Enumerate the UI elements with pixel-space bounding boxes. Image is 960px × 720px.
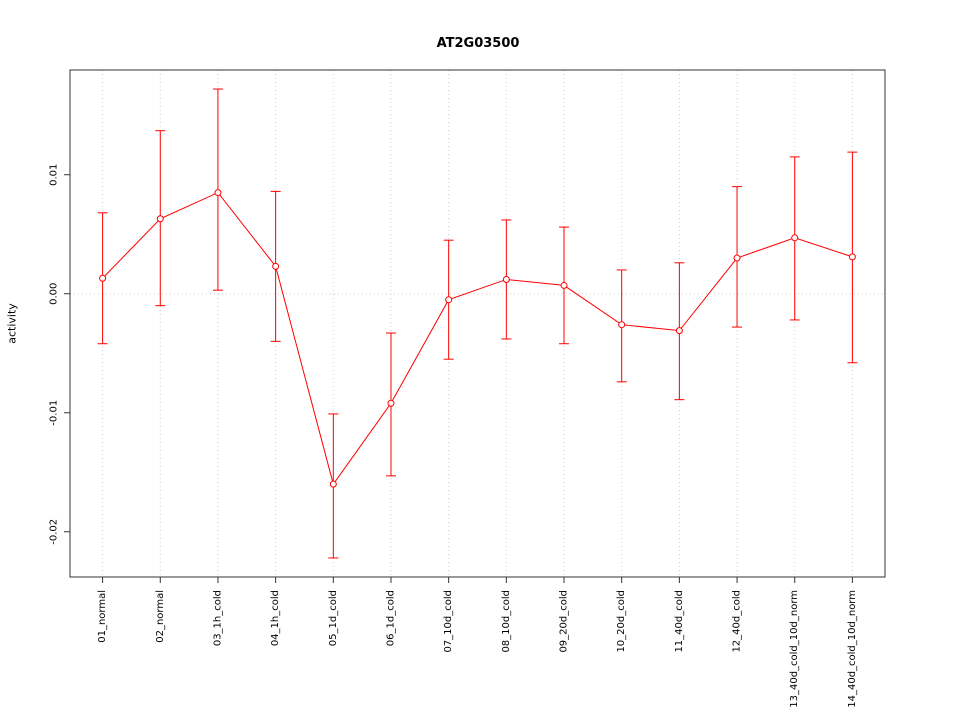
x-tick-label: 03_1h_cold — [212, 590, 223, 646]
y-tick-label: 0.00 — [49, 283, 60, 305]
x-tick-label: 04_1h_cold — [270, 590, 281, 646]
data-point-marker — [848, 253, 856, 261]
y-tick-label: -0.02 — [49, 519, 60, 545]
y-tick-label: 0.01 — [49, 164, 60, 186]
data-point-marker — [329, 480, 337, 488]
x-tick-label: 06_1d_cold — [385, 590, 396, 646]
data-point-marker — [675, 327, 683, 335]
plot-box — [69, 69, 886, 578]
data-point-marker — [387, 399, 395, 407]
chart-title: AT2G03500 — [436, 36, 520, 51]
data-point-marker — [445, 296, 453, 304]
x-tick-label: 10_20d_cold — [616, 590, 627, 653]
data-point-marker — [733, 254, 741, 262]
x-tick-label: 05_1d_cold — [328, 590, 339, 646]
x-tick-label: 02_normal — [155, 590, 166, 643]
data-point-marker — [502, 275, 510, 283]
data-point-marker — [791, 234, 799, 242]
x-tick-label: 09_20d_cold — [559, 590, 570, 653]
y-tick-label: -0.01 — [49, 400, 60, 426]
series-line — [102, 191, 853, 486]
data-point-marker — [618, 321, 626, 329]
x-tick-label: 01_normal — [97, 590, 108, 643]
x-tick-label: 12_40d_cold — [732, 590, 743, 653]
data-point-marker — [99, 274, 107, 282]
data-point-marker — [214, 189, 222, 197]
data-point-marker — [560, 281, 568, 289]
x-tick-label: 14_40d_cold_10d_norm — [847, 590, 858, 708]
data-point-marker — [156, 215, 164, 223]
x-tick-label: 11_40d_cold — [674, 590, 685, 653]
data-point-marker — [272, 262, 280, 270]
x-tick-label: 07_10d_cold — [443, 590, 454, 653]
x-tick-label: 13_40d_cold_10d_norm — [789, 590, 800, 708]
x-tick-label: 08_10d_cold — [501, 590, 512, 653]
